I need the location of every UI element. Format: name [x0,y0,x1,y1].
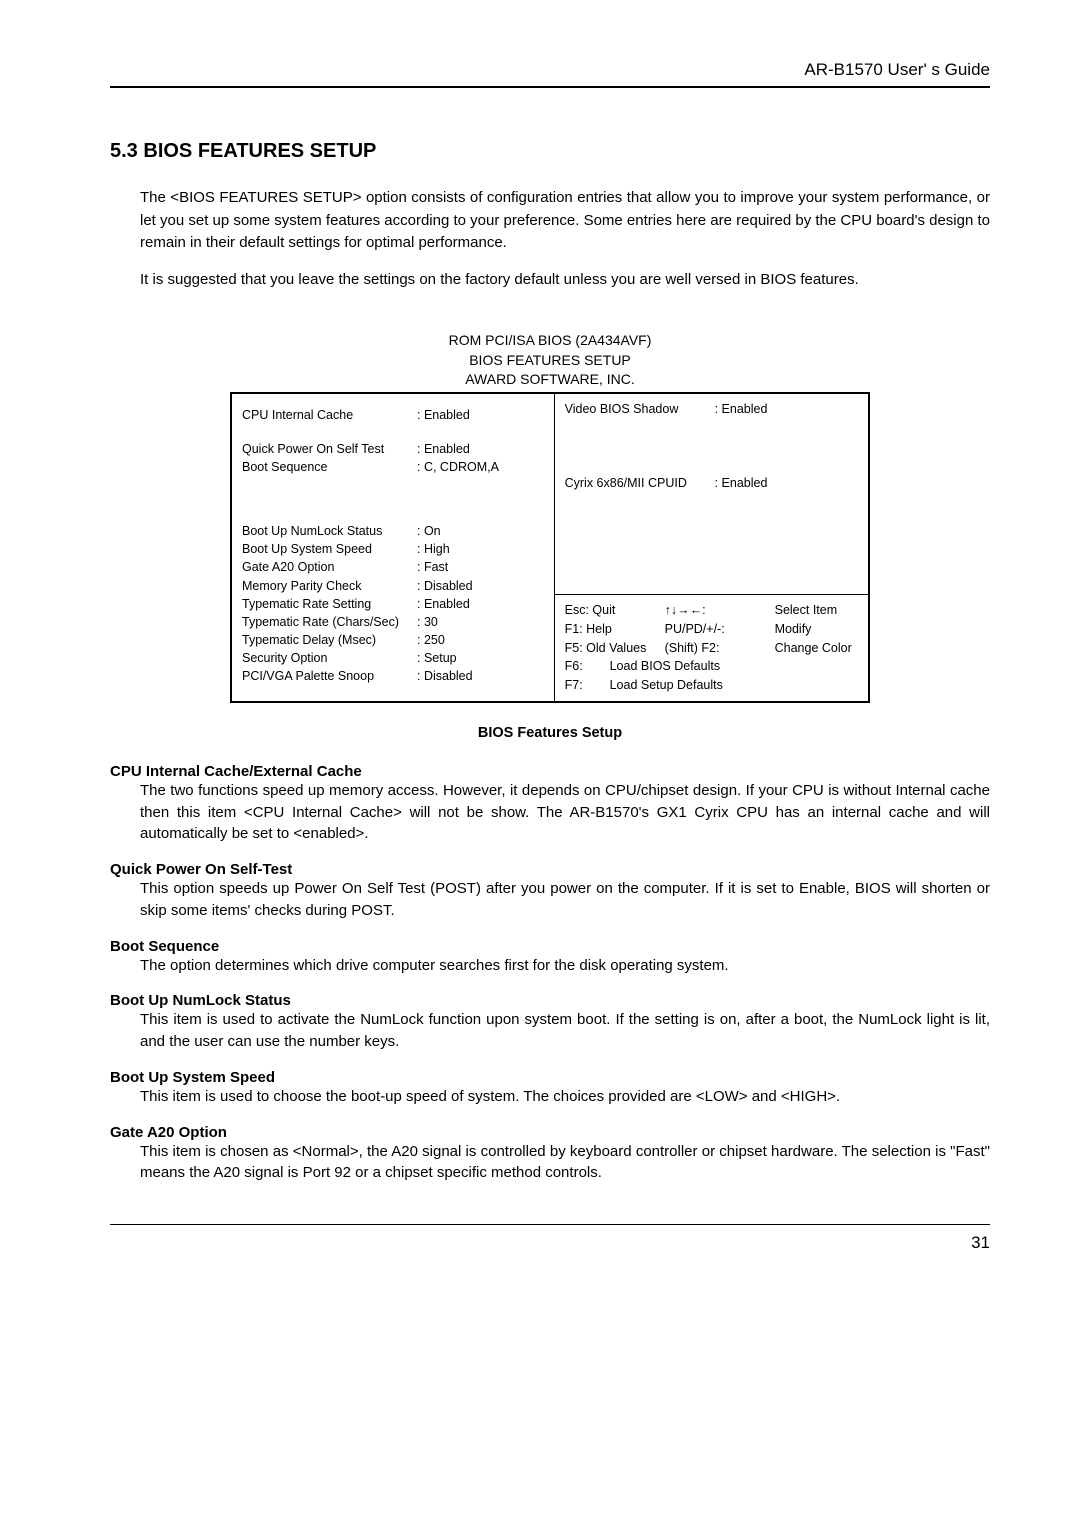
bios-row-value: : Enabled [417,595,544,613]
help-action: Select Item [775,601,858,620]
bios-row-value: : C, CDROM,A [417,458,544,476]
intro-paragraph-1: The <BIOS FEATURES SETUP> option consist… [140,187,990,255]
bios-header-line-1: ROM PCI/ISA BIOS (2A434AVF) [110,331,990,351]
bios-row-label: Memory Parity Check [242,577,417,595]
bios-header-line-2: BIOS FEATURES SETUP [110,351,990,371]
bios-row-value: : Setup [417,649,544,667]
section-title-text: BIOS FEATURES SETUP [143,140,376,162]
desc-paragraph: This item is used to activate the NumLoc… [140,1009,990,1053]
bios-row-label: Security Option [242,649,417,667]
bios-table: CPU Internal Cache: Enabled Quick Power … [230,392,870,703]
help-key: F7: [565,676,610,695]
desc-paragraph: The option determines which drive comput… [140,955,990,977]
help-action: Modify [775,620,858,639]
bios-right-bottom-panel: Esc: Quit↑↓→←:Select Item F1: HelpPU/PD/… [554,595,869,702]
bios-row-label: PCI/VGA Palette Snoop [242,667,417,685]
section-number: 5.3 [110,140,138,162]
bios-row-value: : Disabled [417,577,544,595]
desc-paragraph: This item is used to choose the boot-up … [140,1086,990,1108]
desc-paragraph: This item is chosen as <Normal>, the A20… [140,1141,990,1185]
desc-paragraph: The two functions speed up memory access… [140,780,990,845]
help-key: F5: Old Values [565,639,665,658]
help-key: F1: Help [565,620,665,639]
figure-caption: BIOS Features Setup [110,725,990,741]
bios-row-label: Video BIOS Shadow [565,400,715,418]
bios-row-value: : Fast [417,558,544,576]
bios-row-value: : Enabled [417,440,544,458]
help-key: Esc: Quit [565,601,665,620]
bios-row-label: Typematic Rate (Chars/Sec) [242,613,417,631]
bios-row-label: Boot Up NumLock Status [242,522,417,540]
header-guide-title: AR-B1570 User' s Guide [110,60,990,86]
page-number: 31 [110,1225,990,1253]
section-heading: 5.3 BIOS FEATURES SETUP [110,140,990,163]
bios-header-line-3: AWARD SOFTWARE, INC. [110,370,990,390]
bios-screen-header: ROM PCI/ISA BIOS (2A434AVF) BIOS FEATURE… [110,331,990,390]
bios-row-value: : High [417,540,544,558]
desc-heading: Boot Sequence [110,938,990,955]
bios-row-value: : On [417,522,544,540]
desc-heading: Quick Power On Self-Test [110,861,990,878]
desc-paragraph: This option speeds up Power On Self Test… [140,878,990,922]
header-rule [110,86,990,88]
bios-row-label: Quick Power On Self Test [242,440,417,458]
bios-row-label: Cyrix 6x86/MII CPUID [565,474,715,492]
bios-row-label: Typematic Delay (Msec) [242,631,417,649]
help-keys: (Shift) F2: [665,639,775,658]
intro-paragraph-2: It is suggested that you leave the setti… [140,269,990,292]
help-keys: PU/PD/+/-: [665,620,775,639]
bios-row-value: : 30 [417,613,544,631]
help-key: F6: [565,657,610,676]
help-keys: ↑↓→←: [665,601,775,620]
help-action: Load BIOS Defaults [610,657,720,676]
bios-row-label: Typematic Rate Setting [242,595,417,613]
desc-heading: Boot Up System Speed [110,1069,990,1086]
page-container: AR-B1570 User' s Guide 5.3 BIOS FEATURES… [0,0,1080,1283]
bios-row-value: : 250 [417,631,544,649]
desc-heading: Boot Up NumLock Status [110,992,990,1009]
bios-row-label: CPU Internal Cache [242,406,417,424]
bios-row-value: : Enabled [417,406,544,424]
desc-heading: Gate A20 Option [110,1124,990,1141]
bios-row-label: Gate A20 Option [242,558,417,576]
bios-row-value: : Enabled [715,400,858,418]
bios-row-label: Boot Sequence [242,458,417,476]
desc-heading: CPU Internal Cache/External Cache [110,763,990,780]
bios-row-label: Boot Up System Speed [242,540,417,558]
bios-row-value: : Enabled [715,474,858,492]
bios-row-value: : Disabled [417,667,544,685]
bios-right-top-panel: Video BIOS Shadow: Enabled Cyrix 6x86/MI… [554,393,869,595]
help-action: Change Color [775,639,858,658]
bios-left-panel: CPU Internal Cache: Enabled Quick Power … [231,393,554,702]
help-action: Load Setup Defaults [610,676,723,695]
